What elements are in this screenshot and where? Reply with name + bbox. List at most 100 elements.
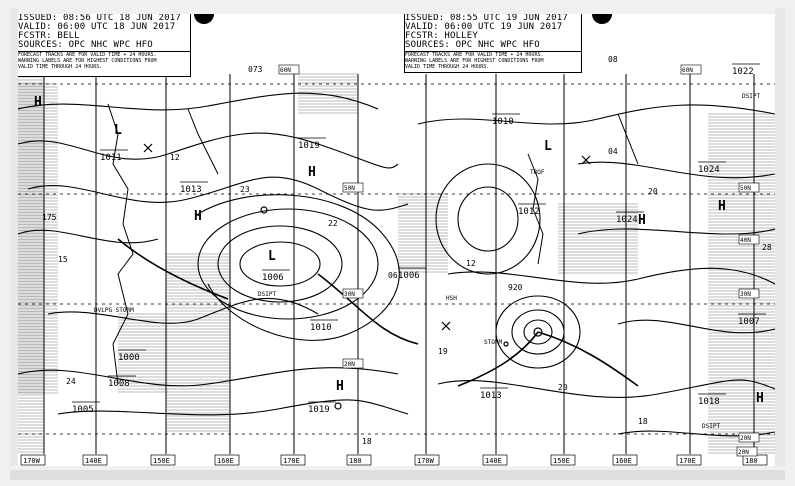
longitude-label: 170E <box>679 457 696 465</box>
contour-label: 08 <box>608 55 618 64</box>
left-note-2: WARNING LABELS ARE FOR HIGHEST CONDITION… <box>18 58 157 64</box>
latitude-box <box>342 358 364 369</box>
low-pressure-center: L <box>114 123 122 138</box>
longitude-box <box>676 454 702 466</box>
storm-label: STORM <box>484 339 502 346</box>
system-labels: DSIPT DSIPT DSIPT STORM DVLPG STORM TROF… <box>94 93 760 430</box>
left-valid: VALID: 06:00 UTC 18 JUN 2017 <box>18 22 176 32</box>
high-pressure-center: H <box>194 209 202 224</box>
contour-label: 15 <box>58 255 68 264</box>
coastlines <box>107 103 639 385</box>
contour-label: 19 <box>438 347 448 356</box>
latitude-box <box>736 446 758 457</box>
latitude-label: 20N <box>738 449 749 456</box>
latitude-box <box>738 288 760 299</box>
hsh-label: HSH <box>446 295 457 302</box>
high-pressure-center: H <box>718 199 726 214</box>
viewer-horizontal-scrollbar[interactable] <box>10 470 785 480</box>
latitude-box <box>738 432 760 443</box>
parallel-lines <box>18 83 775 435</box>
left-issued: ISSUED: 08:56 UTC 18 JUN 2017 <box>18 14 181 23</box>
contour-label: 18 <box>362 437 372 446</box>
pressure-value: 1007 <box>738 317 760 327</box>
contour-label: 06 <box>388 271 398 280</box>
fronts <box>117 238 639 387</box>
contour-label: 23 <box>240 185 250 194</box>
noaa-logos <box>194 14 612 24</box>
latitude-box <box>342 288 364 299</box>
right-valid: VALID: 06:00 UTC 19 JUN 2017 <box>405 22 563 32</box>
pressure-centers: H H H H H H H L L L <box>34 95 764 406</box>
meridian-lines <box>43 74 755 454</box>
contour-label: 20 <box>558 383 568 392</box>
high-pressure-center: H <box>34 95 42 110</box>
latitude-label: 40N <box>740 237 751 244</box>
longitude-box <box>82 454 108 466</box>
surface-analysis-map: 170W 140E 150E 160E 170E 180 170W 140E 150E 160E 1… <box>18 14 775 466</box>
latitude-label: 60N <box>682 67 693 74</box>
contour-label: 28 <box>762 243 772 252</box>
pressure-value: 1006 <box>262 273 284 283</box>
latitude-box <box>680 64 702 75</box>
right-note-2: WARNING LABELS ARE FOR HIGHEST CONDITION… <box>405 58 544 64</box>
latitude-label: 30N <box>344 291 355 298</box>
latitude-label: 60N <box>280 67 291 74</box>
right-issued: ISSUED: 08:55 UTC 19 JUN 2017 <box>405 14 568 23</box>
isobars <box>18 92 775 437</box>
left-header-divider <box>18 51 190 52</box>
contour-label: 04 <box>608 147 618 156</box>
latitude-labels: 60N 50N 30N 20N 20N 60N 50N 40N 30N 20N <box>278 64 760 457</box>
right-header-divider <box>405 51 581 52</box>
high-pressure-center: H <box>336 379 344 394</box>
longitude-label: 180 <box>745 457 758 465</box>
contour-label: 12 <box>466 259 476 268</box>
longitude-box <box>550 454 576 466</box>
pressure-value: 1008 <box>108 379 130 389</box>
left-sources: SOURCES: OPC NHC WPC HFO <box>18 40 153 50</box>
longitude-box <box>150 454 176 466</box>
left-note-1: FORECAST TRACKS ARE FOR VALID TIME + 24 … <box>18 52 157 58</box>
longitude-box <box>280 454 306 466</box>
contour-label: 24 <box>66 377 76 386</box>
hatch-texture <box>18 73 775 454</box>
dsipt-label-right: DSIPT <box>742 93 760 100</box>
latitude-label: 20N <box>344 361 355 368</box>
storm-symbols <box>260 206 543 410</box>
longitude-label: 170E <box>283 457 300 465</box>
longitude-box <box>20 454 46 466</box>
longitude-label: 180 <box>349 457 362 465</box>
contour-label: 12 <box>170 153 180 162</box>
dsipt-label-bottom: DSIPT <box>702 423 720 430</box>
longitude-box <box>612 454 638 466</box>
weather-chart: 170W 140E 150E 160E 170E 180 170W 140E 150E 160E 1… <box>18 14 775 466</box>
latitude-box <box>738 234 760 245</box>
trof-label: TROF <box>530 169 545 176</box>
high-pressure-center: H <box>756 391 764 406</box>
longitude-box <box>482 454 508 466</box>
pressure-value: 1022 <box>732 67 754 77</box>
left-note-3: VALID TIME THROUGH 24 HOURS. <box>18 64 103 70</box>
low-value-label: 920 <box>508 283 523 292</box>
viewer-scrollbar[interactable] <box>775 8 785 466</box>
latitude-label: 50N <box>344 185 355 192</box>
longitude-label: 160E <box>615 457 632 465</box>
cross-markers <box>143 143 591 331</box>
pressure-value: 1005 <box>72 405 94 415</box>
pressure-value: 1010 <box>492 117 514 127</box>
pressure-value: 1012 <box>518 207 540 217</box>
latitude-box <box>738 182 760 193</box>
latitude-box <box>342 182 364 193</box>
pressure-value: 1010 <box>310 323 332 333</box>
contour-label: 175 <box>42 213 57 222</box>
pressure-value: 1024 <box>616 215 638 225</box>
right-sources: SOURCES: OPC NHC WPC HFO <box>405 40 540 50</box>
longitude-label: 170W <box>417 457 435 465</box>
longitude-box <box>414 454 440 466</box>
low-pressure-center: L <box>268 249 276 264</box>
viewer-left-margin <box>10 8 18 466</box>
contour-label: 20 <box>648 187 658 196</box>
longitude-label: 150E <box>153 457 170 465</box>
pressure-value: 1000 <box>118 353 140 363</box>
dvlpg-storm-label: DVLPG STORM <box>94 307 134 314</box>
longitude-box <box>214 454 240 466</box>
